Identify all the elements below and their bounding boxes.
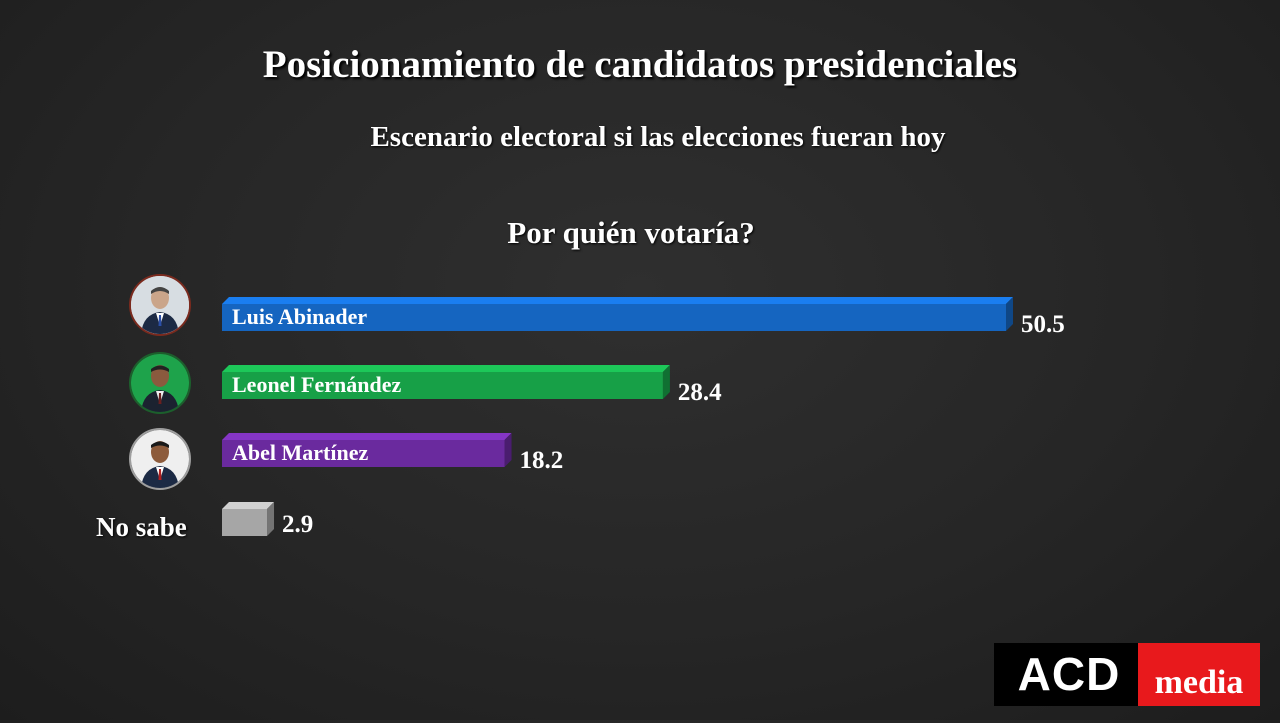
avatar-luis-abinader bbox=[129, 274, 191, 336]
portrait-icon bbox=[131, 354, 189, 412]
bar-top-face bbox=[222, 297, 1013, 304]
bar-value-label: 50.5 bbox=[1021, 311, 1065, 338]
bar-top-face bbox=[222, 365, 670, 372]
bar-side-face bbox=[504, 433, 512, 467]
bar-group: Leonel Fernández 28.4 bbox=[222, 365, 722, 406]
bar bbox=[222, 304, 1006, 331]
acd-media-logo: ACD media bbox=[994, 643, 1260, 706]
bar-value-label: 18.2 bbox=[520, 447, 564, 474]
portrait-icon bbox=[131, 276, 189, 334]
bar bbox=[222, 440, 505, 467]
bar-value-label: 28.4 bbox=[678, 379, 722, 406]
bar bbox=[222, 372, 663, 399]
bar-top-face bbox=[222, 502, 275, 509]
bar-group: 2.9 bbox=[222, 502, 313, 538]
avatar-abel-martinez bbox=[129, 428, 191, 490]
logo-acd-text: ACD bbox=[994, 643, 1144, 706]
bar-category-label: Abel Martínez bbox=[232, 440, 368, 465]
bar-side-face bbox=[662, 365, 670, 399]
portrait-icon bbox=[131, 430, 189, 488]
bar-group: Luis Abinader 50.5 bbox=[222, 297, 1065, 338]
chart-subtitle: Escenario electoral si las elecciones fu… bbox=[370, 121, 946, 153]
avatar-leonel-fernandez bbox=[129, 352, 191, 414]
bar-side-face bbox=[1006, 297, 1013, 331]
bar bbox=[222, 509, 268, 536]
bar-category-label: Leonel Fernández bbox=[232, 372, 401, 397]
bar-category-label: Luis Abinader bbox=[232, 304, 367, 329]
category-label-no-sabe: No sabe bbox=[96, 512, 187, 542]
logo-media-text: media bbox=[1138, 643, 1260, 706]
bar-side-face bbox=[267, 502, 275, 536]
bar-value-label: 2.9 bbox=[282, 511, 313, 538]
chart-title: Posicionamiento de candidatos presidenci… bbox=[262, 43, 1018, 86]
survey-question: Por quién votaría? bbox=[507, 215, 755, 250]
bar-top-face bbox=[222, 433, 512, 440]
bar-group: Abel Martínez 18.2 bbox=[222, 433, 563, 474]
